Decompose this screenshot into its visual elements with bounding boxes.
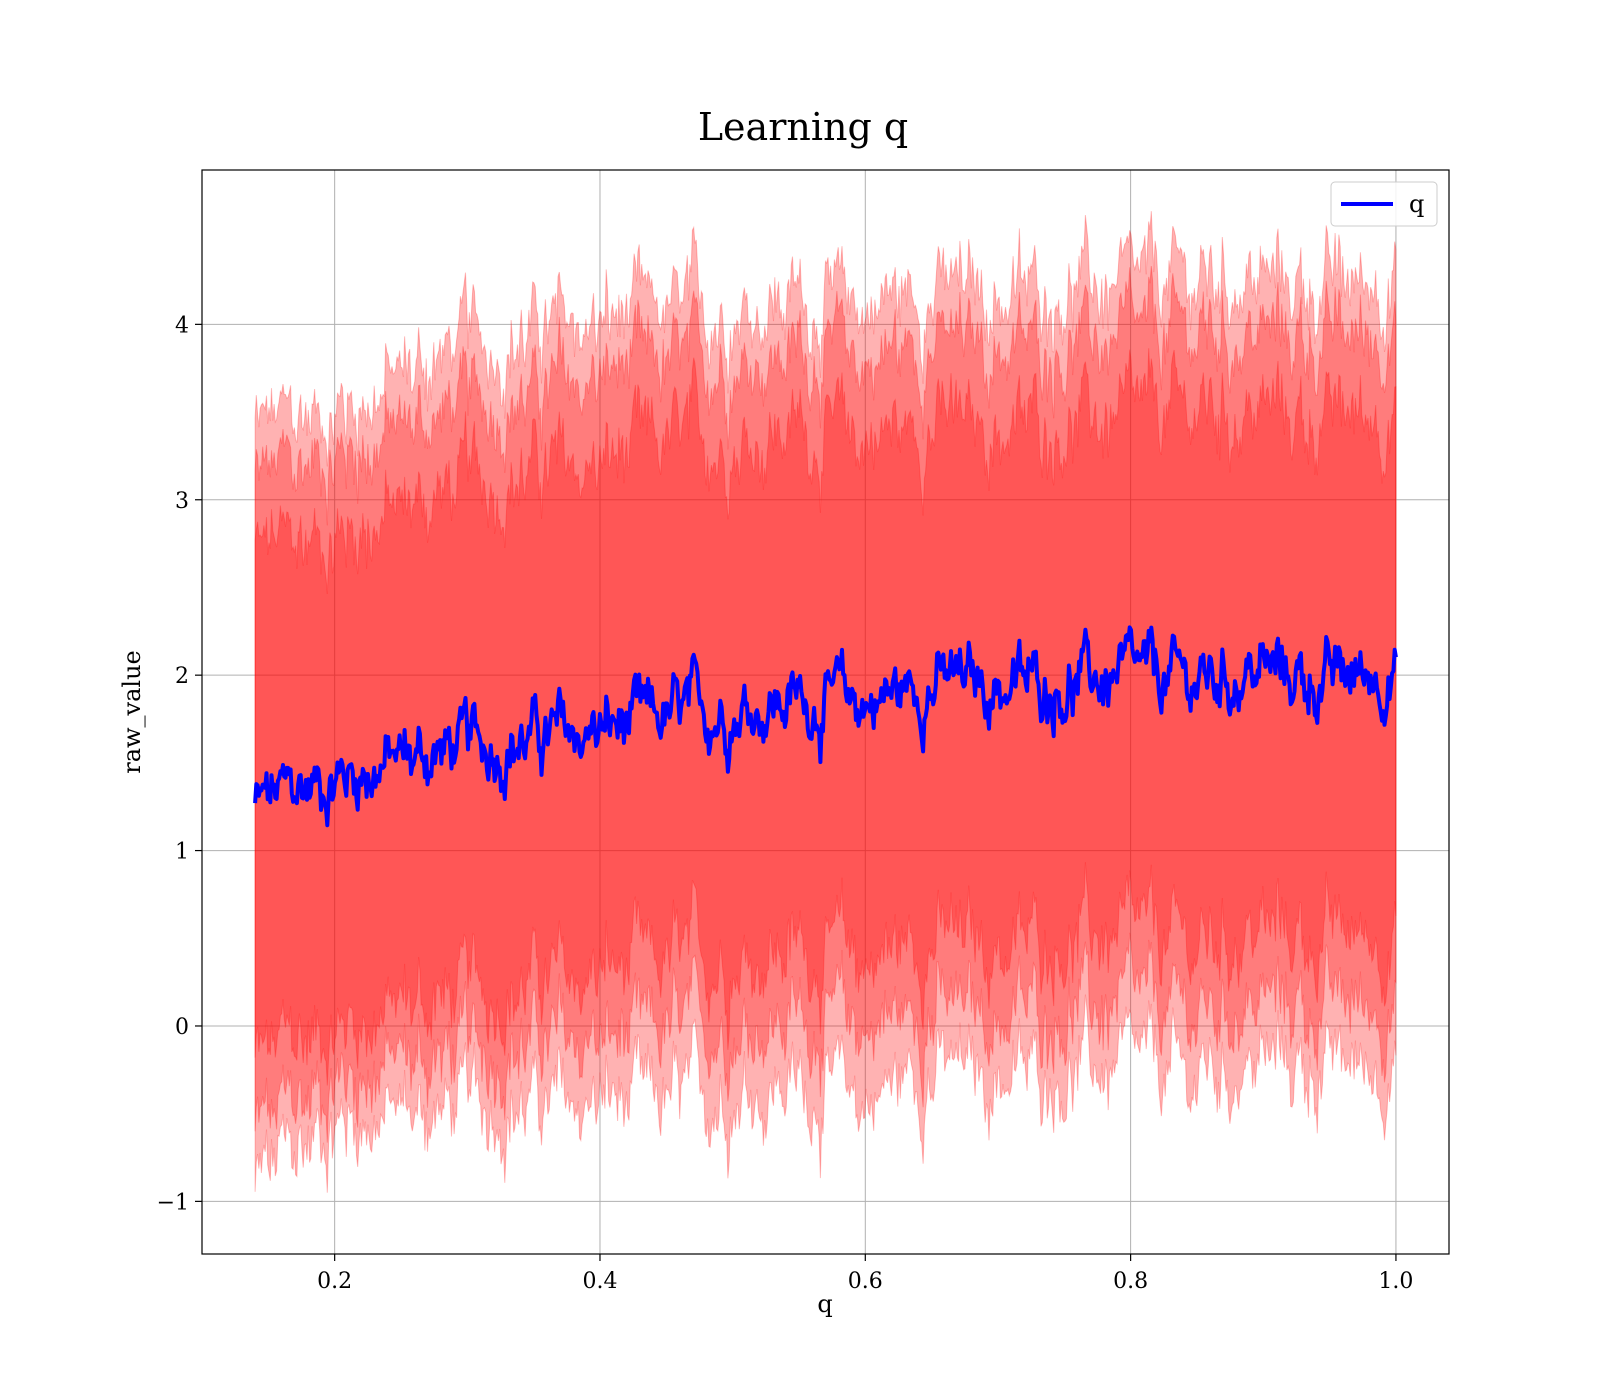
- chart-title: Learning q: [698, 105, 908, 149]
- axis-ticks: 0.2 0.4 0.6 0.8 1.0 −1 0 1 2 3 4: [157, 313, 1414, 1294]
- x-tick-label: 0.6: [848, 1269, 883, 1294]
- x-axis-label: q: [817, 1290, 832, 1318]
- x-tick-label: 1.0: [1378, 1269, 1413, 1294]
- y-tick-label: −1: [157, 1190, 189, 1215]
- plot-frame: [201, 169, 1450, 1255]
- x-tick-label: 0.2: [317, 1269, 352, 1294]
- band-2: [254, 348, 1397, 1086]
- y-tick-label: 0: [175, 1015, 189, 1040]
- legend: q: [1330, 181, 1438, 227]
- y-axis-label: raw_value: [118, 650, 146, 774]
- confidence-bands: [254, 211, 1397, 1193]
- y-tick-label: 1: [175, 840, 189, 865]
- x-tick-label: 0.8: [1113, 1269, 1148, 1294]
- legend-label-q: q: [1409, 190, 1424, 218]
- grid-lines: [202, 170, 1449, 1254]
- series-lines: [253, 625, 1398, 828]
- y-tick-label: 2: [175, 664, 189, 689]
- x-tick-label: 0.4: [582, 1269, 617, 1294]
- y-tick-label: 4: [175, 313, 189, 338]
- series-line-q: [253, 625, 1398, 828]
- y-tick-label: 3: [175, 489, 189, 514]
